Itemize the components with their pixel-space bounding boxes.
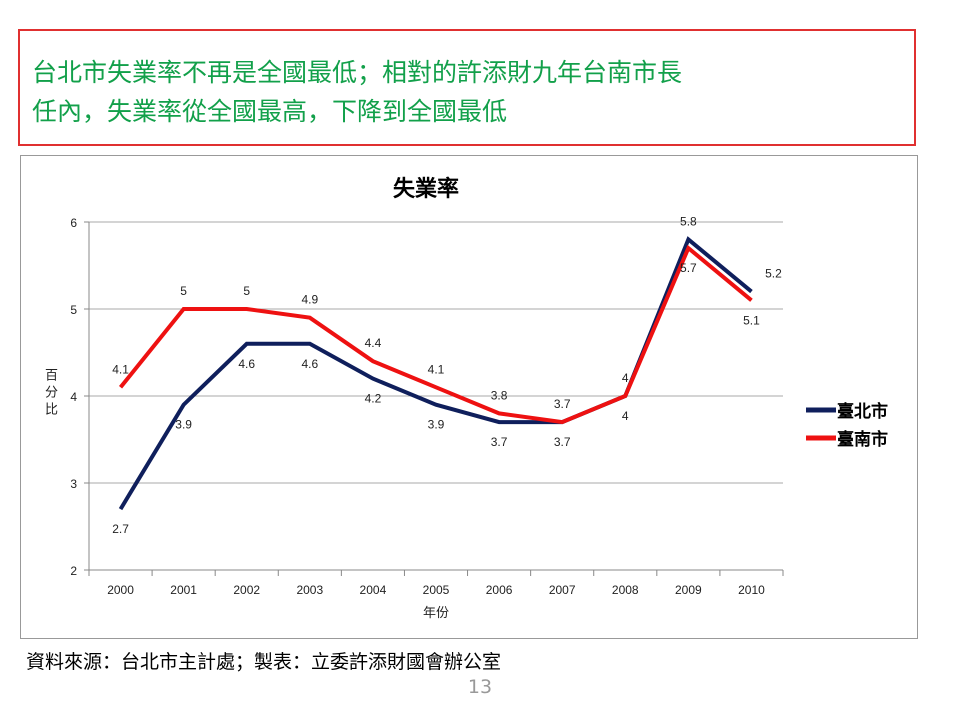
chart-container: 失業率 2 3 4 5 6 2000 2001 2002 2003 2004 2005 2006 2007… bbox=[20, 155, 918, 639]
line-chart: 失業率 2 3 4 5 6 2000 2001 2002 2003 2004 2005 2006 2007… bbox=[70, 176, 888, 620]
x-tick-label: 2009 bbox=[675, 583, 702, 597]
data-label: 3.9 bbox=[428, 418, 445, 432]
y-tick-label: 4 bbox=[70, 390, 77, 404]
y-tick-label: 3 bbox=[70, 477, 77, 491]
series-line-1 bbox=[118, 244, 753, 425]
page-number: 13 bbox=[467, 676, 493, 698]
data-label: 3.7 bbox=[491, 435, 508, 449]
x-axis-title: 年份 bbox=[423, 605, 449, 620]
data-label: 4.2 bbox=[365, 392, 382, 406]
data-label: 3.9 bbox=[175, 418, 192, 432]
data-label: 4.9 bbox=[301, 293, 318, 307]
data-label: 5.7 bbox=[680, 261, 697, 275]
y-tick-label: 5 bbox=[70, 303, 77, 317]
x-tick-label: 2000 bbox=[107, 583, 134, 597]
chart-title: 失業率 bbox=[393, 176, 459, 201]
data-label: 4.1 bbox=[112, 362, 129, 376]
x-tick-label: 2003 bbox=[296, 583, 323, 597]
legend-label: 臺北市 bbox=[837, 401, 888, 421]
data-label: 5.2 bbox=[765, 267, 782, 281]
source-note: 資料來源：台北市主計處；製表：立委許添財國會辦公室 bbox=[26, 651, 502, 673]
data-label: 2.7 bbox=[112, 522, 129, 536]
data-label: 4 bbox=[622, 371, 629, 385]
data-label: 4.6 bbox=[301, 357, 318, 371]
headline-line-1: 台北市失業率不再是全國最低；相對的許添財九年台南市長 bbox=[32, 58, 683, 87]
x-tick-label: 2004 bbox=[360, 583, 387, 597]
y-tick-label: 2 bbox=[70, 564, 77, 578]
data-label: 5 bbox=[180, 284, 187, 298]
legend-label: 臺南市 bbox=[837, 429, 888, 449]
headline-box: 台北市失業率不再是全國最低；相對的許添財九年台南市長 任內，失業率從全國最高，下… bbox=[18, 29, 916, 146]
x-tick-label: 2006 bbox=[486, 583, 513, 597]
y-tick-label: 6 bbox=[70, 216, 77, 230]
data-label: 4 bbox=[622, 409, 629, 423]
data-label: 4.4 bbox=[365, 336, 382, 350]
data-label: 3.7 bbox=[554, 435, 571, 449]
data-label: 5.8 bbox=[680, 214, 697, 228]
data-label: 4.6 bbox=[238, 357, 255, 371]
x-tick-label: 2010 bbox=[738, 583, 765, 597]
x-tick-label: 2008 bbox=[612, 583, 639, 597]
data-label: 3.8 bbox=[491, 388, 508, 402]
x-tick-label: 2001 bbox=[170, 583, 197, 597]
data-label: 4.1 bbox=[428, 362, 445, 376]
y-axis-title: 百分比 bbox=[43, 368, 58, 419]
headline-line-2: 任內，失業率從全國最高，下降到全國最低 bbox=[32, 97, 508, 126]
data-label: 5.1 bbox=[743, 313, 760, 327]
x-tick-label: 2002 bbox=[233, 583, 260, 597]
x-tick-label: 2005 bbox=[423, 583, 450, 597]
x-tick-label: 2007 bbox=[549, 583, 576, 597]
data-label: 5 bbox=[243, 284, 250, 298]
data-label: 3.7 bbox=[554, 397, 571, 411]
